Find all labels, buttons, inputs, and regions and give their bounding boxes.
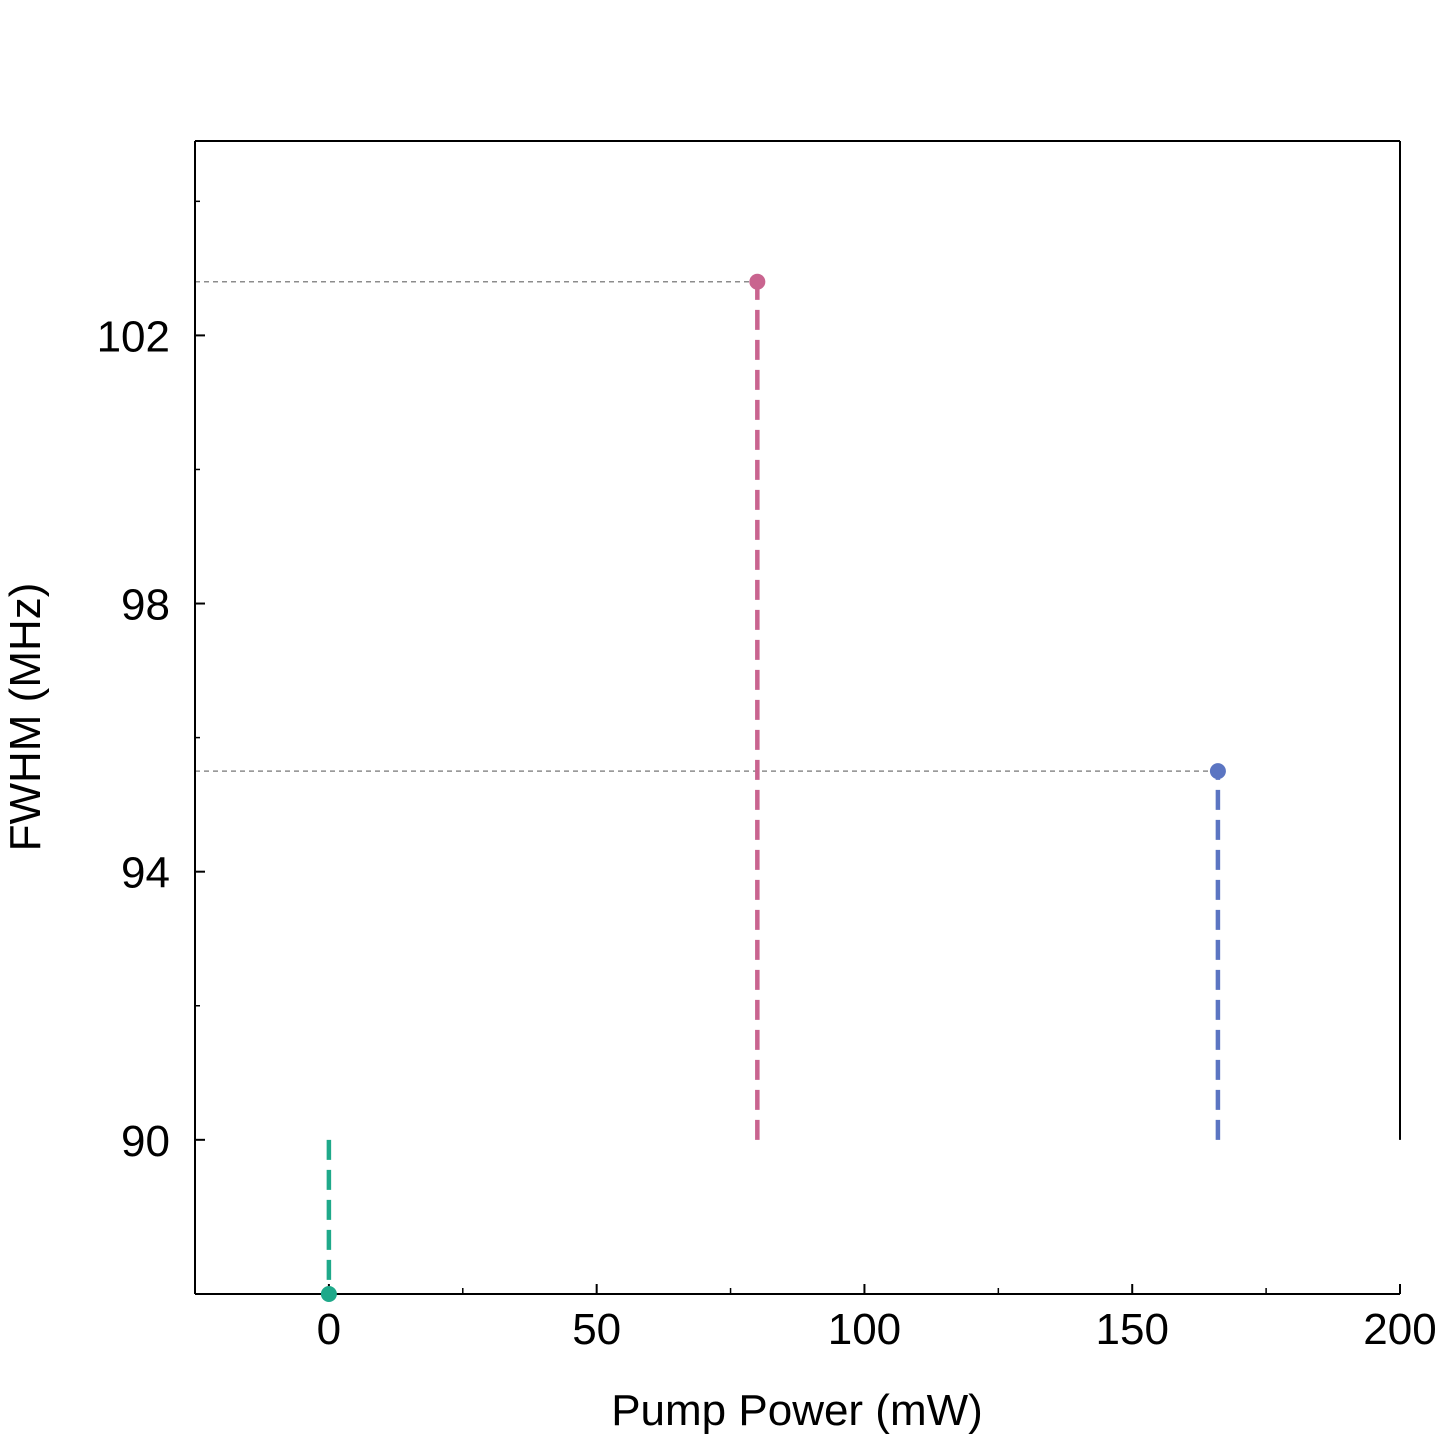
x-tick-label: 150 (1096, 1305, 1169, 1354)
data-points (320, 273, 1226, 1302)
x-axis-title: Pump Power (mW) (611, 1386, 983, 1435)
data-point (1209, 763, 1226, 780)
x-tick-label: 100 (828, 1305, 901, 1354)
ticks (195, 200, 1401, 1294)
y-tick-label: 94 (121, 849, 170, 898)
axes (194, 140, 1401, 1295)
y-axis-title: FWHM (MHz) (1, 583, 50, 852)
data-point (749, 273, 766, 290)
x-tick-label: 200 (1363, 1305, 1436, 1354)
stem-lines (326, 281, 1221, 1294)
data-point (320, 1286, 337, 1302)
tick-labels: 0 50 100 150 200 90 94 98 102 (97, 312, 1437, 1354)
x-tick-label: 0 (317, 1305, 341, 1354)
x-tick-label: 50 (572, 1305, 621, 1354)
y-tick-label: 102 (97, 312, 170, 361)
guide-lines (195, 281, 1218, 1295)
y-tick-label: 98 (121, 581, 170, 630)
y-tick-label: 90 (121, 1117, 170, 1166)
